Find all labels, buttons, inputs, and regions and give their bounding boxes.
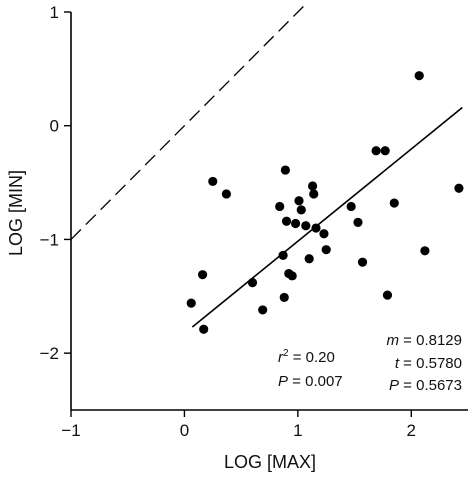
stat-left-1: r2 = 0.20 bbox=[278, 348, 335, 366]
data-point bbox=[258, 305, 268, 315]
data-point bbox=[247, 278, 258, 288]
x-tick-label: 0 bbox=[180, 421, 189, 440]
stat-left-2: P = 0.007 bbox=[278, 373, 343, 390]
data-point bbox=[382, 290, 393, 300]
data-point bbox=[414, 71, 424, 81]
y-tick-label: −2 bbox=[40, 344, 59, 363]
data-point bbox=[389, 198, 399, 208]
data-point bbox=[287, 271, 297, 281]
y-axis-title: LOG [MIN] bbox=[6, 170, 26, 256]
data-point bbox=[304, 254, 314, 264]
data-point bbox=[301, 221, 311, 231]
data-point bbox=[371, 146, 381, 156]
data-point bbox=[280, 165, 290, 175]
data-point bbox=[281, 216, 292, 226]
data-point bbox=[278, 250, 288, 260]
data-point bbox=[321, 245, 331, 255]
x-tick-label: 1 bbox=[293, 421, 302, 440]
data-point bbox=[186, 298, 196, 308]
data-point bbox=[380, 146, 390, 156]
ticks: −1 0 1 2 −2 −1 0 1 bbox=[40, 3, 416, 440]
data-point bbox=[208, 176, 218, 187]
data-point bbox=[199, 324, 209, 334]
data-point bbox=[275, 201, 285, 212]
data-point bbox=[454, 183, 464, 193]
x-tick-label: −1 bbox=[61, 421, 80, 440]
data-point bbox=[308, 181, 318, 191]
stat-right-2: t = 0.5780 bbox=[395, 355, 462, 372]
data-point bbox=[346, 201, 356, 212]
data-point bbox=[279, 292, 289, 303]
data-point bbox=[309, 189, 319, 199]
y-tick-label: −1 bbox=[40, 230, 59, 249]
y-tick-label: 0 bbox=[50, 117, 59, 136]
x-tick-label: 2 bbox=[407, 421, 416, 440]
data-point bbox=[420, 246, 430, 256]
statistics-annotation: r2 = 0.20 P = 0.007 m = 0.8129 t = 0.5780 P … bbox=[278, 332, 462, 394]
plot-area bbox=[70, 5, 464, 334]
data-point bbox=[221, 189, 231, 199]
data-point bbox=[296, 205, 306, 215]
data-point bbox=[353, 217, 363, 227]
data-point bbox=[357, 257, 368, 267]
identity-line bbox=[70, 5, 304, 240]
stat-right-3: P = 0.5673 bbox=[389, 377, 462, 394]
y-tick-label: 1 bbox=[50, 3, 59, 22]
stat-right-1: m = 0.8129 bbox=[387, 332, 462, 349]
data-point bbox=[311, 223, 321, 233]
regression-line bbox=[191, 106, 463, 328]
data-point bbox=[319, 229, 329, 239]
data-point bbox=[294, 196, 304, 206]
data-point bbox=[290, 218, 301, 229]
data-point bbox=[197, 270, 208, 280]
x-axis-title: LOG [MAX] bbox=[224, 452, 316, 472]
axes bbox=[70, 12, 468, 411]
